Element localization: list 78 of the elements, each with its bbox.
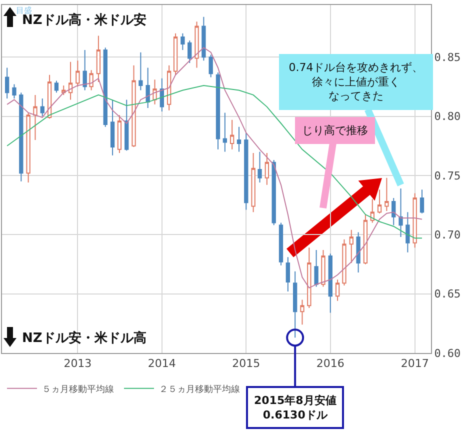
candlestick <box>33 94 38 140</box>
candlestick <box>321 250 326 288</box>
candlestick <box>342 238 346 286</box>
candlestick <box>47 74 52 120</box>
y-tick-label: 0.70 <box>434 228 461 242</box>
candlestick <box>202 16 206 62</box>
candlestick <box>40 98 44 117</box>
candlestick <box>188 40 192 64</box>
candlestick <box>307 247 312 309</box>
candlestick <box>152 79 157 105</box>
candlestick <box>412 192 417 248</box>
candlestick <box>420 189 424 214</box>
candlestick <box>160 78 164 112</box>
candlestick <box>96 35 101 82</box>
candlestick <box>406 212 410 253</box>
candlestick <box>26 112 30 184</box>
candlestick <box>377 189 382 214</box>
candlestick <box>328 253 332 314</box>
legend-label: ２５ヵ月移動平均線 <box>159 384 240 395</box>
candlestick <box>82 49 87 91</box>
y-tick-label: 0.60 <box>434 346 461 360</box>
candlestick <box>258 151 262 184</box>
candlestick <box>335 279 340 302</box>
x-tick-label: 2017 <box>400 357 429 370</box>
candlestick <box>272 160 276 226</box>
x-tick-label: 2015 <box>232 357 260 370</box>
candlestick <box>230 119 234 150</box>
candlestick <box>216 72 220 150</box>
candlestick <box>251 152 256 213</box>
candlestick <box>363 214 368 265</box>
candlestick <box>117 114 122 154</box>
candlestick <box>19 92 24 182</box>
annotation: 0.74ドル台を攻めきれず、徐々に上値が重くなってきた <box>288 61 424 103</box>
candlestick <box>384 177 389 212</box>
y-tick-label: 0.75 <box>434 169 461 182</box>
candlestick <box>89 70 94 91</box>
line-series <box>6 47 422 288</box>
candlestick <box>103 47 108 128</box>
candlestick <box>300 299 304 326</box>
candlestick <box>278 222 284 266</box>
candlestick <box>76 60 80 88</box>
annotation: 2015年8月安値 0.6130ドル <box>254 394 336 422</box>
candlestick <box>356 232 360 274</box>
candlestick <box>173 32 178 76</box>
candlestick <box>392 197 396 226</box>
candlestick <box>146 67 150 108</box>
candlestick <box>138 52 143 91</box>
candlestick <box>398 188 403 238</box>
candlestick <box>194 21 199 68</box>
candlestick <box>68 61 73 100</box>
y-tick-label: 0.80 <box>434 110 461 124</box>
x-tick-label: 2016 <box>316 357 344 370</box>
candlestick <box>110 99 115 156</box>
candlestick <box>54 80 59 94</box>
candlestick <box>166 64 172 111</box>
candlestick <box>124 99 129 152</box>
candlestick <box>12 84 16 100</box>
x-tick-label: 2013 <box>64 357 92 370</box>
y-tick-label: 0.85 <box>434 50 461 64</box>
candlestick <box>244 132 248 210</box>
candlestick <box>132 64 136 148</box>
candlestick <box>222 112 228 152</box>
candlestick <box>4 67 10 100</box>
annotation: NZドル安・米ドル高 <box>22 330 146 346</box>
candlestick <box>62 84 66 96</box>
candlestick <box>264 152 270 186</box>
annotation: じり高で推移 <box>302 124 368 137</box>
candlestick <box>180 32 185 50</box>
candlestick <box>236 126 242 152</box>
annotation: 目盛 <box>16 6 32 15</box>
legend-label: ５ヵ月移動平均線 <box>42 384 114 395</box>
candlestick <box>314 250 318 288</box>
candlestick <box>286 256 290 292</box>
candlestick <box>349 229 354 264</box>
y-tick-label: 0.65 <box>434 288 461 301</box>
candlestick <box>370 198 374 224</box>
x-tick-label: 2014 <box>148 357 176 370</box>
candlestick <box>208 54 213 78</box>
